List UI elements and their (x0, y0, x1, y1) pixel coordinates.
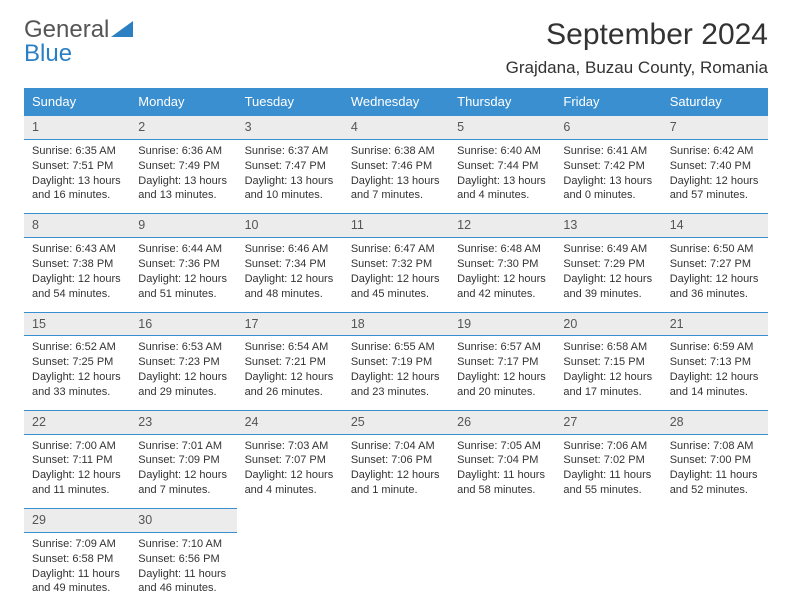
day-detail-cell: Sunrise: 6:48 AMSunset: 7:30 PMDaylight:… (449, 238, 555, 312)
title-block: September 2024 Grajdana, Buzau County, R… (506, 18, 768, 78)
day-number-cell: 26 (449, 410, 555, 434)
logo-triangle-icon (111, 21, 133, 37)
day-detail-cell: Sunrise: 6:49 AMSunset: 7:29 PMDaylight:… (555, 238, 661, 312)
day-number-cell: 4 (343, 116, 449, 140)
detail-row: Sunrise: 7:09 AMSunset: 6:58 PMDaylight:… (24, 532, 768, 606)
logo-part2: Blue (24, 40, 72, 67)
day-detail-cell: Sunrise: 7:04 AMSunset: 7:06 PMDaylight:… (343, 434, 449, 508)
day-header: Friday (555, 88, 661, 116)
day-number-cell: 25 (343, 410, 449, 434)
day-detail-cell: Sunrise: 6:40 AMSunset: 7:44 PMDaylight:… (449, 139, 555, 213)
day-header: Monday (130, 88, 236, 116)
detail-row: Sunrise: 6:35 AMSunset: 7:51 PMDaylight:… (24, 139, 768, 213)
day-detail-cell: Sunrise: 6:46 AMSunset: 7:34 PMDaylight:… (237, 238, 343, 312)
daynum-row: 1234567 (24, 116, 768, 140)
daynum-row: 15161718192021 (24, 312, 768, 336)
day-detail-cell: Sunrise: 6:59 AMSunset: 7:13 PMDaylight:… (662, 336, 768, 410)
day-detail-cell (237, 532, 343, 606)
day-detail-cell: Sunrise: 6:37 AMSunset: 7:47 PMDaylight:… (237, 139, 343, 213)
day-number-cell: 10 (237, 214, 343, 238)
day-detail-cell: Sunrise: 6:52 AMSunset: 7:25 PMDaylight:… (24, 336, 130, 410)
day-detail-cell (343, 532, 449, 606)
day-header: Thursday (449, 88, 555, 116)
day-number-cell: 12 (449, 214, 555, 238)
day-detail-cell: Sunrise: 7:08 AMSunset: 7:00 PMDaylight:… (662, 434, 768, 508)
logo-text: General Blue (24, 18, 133, 66)
day-number-cell: 13 (555, 214, 661, 238)
detail-row: Sunrise: 6:52 AMSunset: 7:25 PMDaylight:… (24, 336, 768, 410)
day-number-cell: 24 (237, 410, 343, 434)
day-detail-cell: Sunrise: 6:47 AMSunset: 7:32 PMDaylight:… (343, 238, 449, 312)
day-detail-cell: Sunrise: 6:44 AMSunset: 7:36 PMDaylight:… (130, 238, 236, 312)
detail-row: Sunrise: 6:43 AMSunset: 7:38 PMDaylight:… (24, 238, 768, 312)
day-detail-cell: Sunrise: 6:54 AMSunset: 7:21 PMDaylight:… (237, 336, 343, 410)
day-number-cell: 28 (662, 410, 768, 434)
day-detail-cell: Sunrise: 7:09 AMSunset: 6:58 PMDaylight:… (24, 532, 130, 606)
day-number-cell: 18 (343, 312, 449, 336)
day-detail-cell: Sunrise: 7:01 AMSunset: 7:09 PMDaylight:… (130, 434, 236, 508)
day-number-cell: 6 (555, 116, 661, 140)
day-detail-cell: Sunrise: 6:53 AMSunset: 7:23 PMDaylight:… (130, 336, 236, 410)
calendar-table: SundayMondayTuesdayWednesdayThursdayFrid… (24, 88, 768, 606)
day-number-cell (237, 509, 343, 533)
day-number-cell: 30 (130, 509, 236, 533)
day-number-cell: 27 (555, 410, 661, 434)
day-detail-cell: Sunrise: 7:05 AMSunset: 7:04 PMDaylight:… (449, 434, 555, 508)
day-number-cell: 9 (130, 214, 236, 238)
day-number-cell (449, 509, 555, 533)
day-number-cell: 15 (24, 312, 130, 336)
logo: General Blue (24, 18, 133, 66)
day-number-cell: 14 (662, 214, 768, 238)
day-number-cell (343, 509, 449, 533)
day-detail-cell: Sunrise: 7:03 AMSunset: 7:07 PMDaylight:… (237, 434, 343, 508)
daynum-row: 2930 (24, 509, 768, 533)
detail-row: Sunrise: 7:00 AMSunset: 7:11 PMDaylight:… (24, 434, 768, 508)
location: Grajdana, Buzau County, Romania (506, 58, 768, 78)
day-number-cell: 16 (130, 312, 236, 336)
day-header: Saturday (662, 88, 768, 116)
day-detail-cell: Sunrise: 6:55 AMSunset: 7:19 PMDaylight:… (343, 336, 449, 410)
day-header: Sunday (24, 88, 130, 116)
day-detail-cell (449, 532, 555, 606)
day-detail-cell (555, 532, 661, 606)
daynum-row: 891011121314 (24, 214, 768, 238)
day-number-cell: 19 (449, 312, 555, 336)
day-detail-cell: Sunrise: 7:00 AMSunset: 7:11 PMDaylight:… (24, 434, 130, 508)
day-detail-cell: Sunrise: 6:50 AMSunset: 7:27 PMDaylight:… (662, 238, 768, 312)
day-detail-cell: Sunrise: 6:41 AMSunset: 7:42 PMDaylight:… (555, 139, 661, 213)
day-number-cell: 17 (237, 312, 343, 336)
day-number-cell: 20 (555, 312, 661, 336)
header: General Blue September 2024 Grajdana, Bu… (24, 18, 768, 78)
day-number-cell: 2 (130, 116, 236, 140)
day-number-cell: 1 (24, 116, 130, 140)
day-detail-cell: Sunrise: 7:06 AMSunset: 7:02 PMDaylight:… (555, 434, 661, 508)
day-number-cell: 5 (449, 116, 555, 140)
day-detail-cell: Sunrise: 6:42 AMSunset: 7:40 PMDaylight:… (662, 139, 768, 213)
day-number-cell (555, 509, 661, 533)
day-number-cell: 21 (662, 312, 768, 336)
day-number-cell: 22 (24, 410, 130, 434)
day-number-cell (662, 509, 768, 533)
logo-part1: General (24, 16, 109, 43)
day-detail-cell: Sunrise: 7:10 AMSunset: 6:56 PMDaylight:… (130, 532, 236, 606)
day-detail-cell (662, 532, 768, 606)
day-detail-cell: Sunrise: 6:38 AMSunset: 7:46 PMDaylight:… (343, 139, 449, 213)
page-title: September 2024 (506, 18, 768, 52)
day-number-cell: 7 (662, 116, 768, 140)
day-number-cell: 23 (130, 410, 236, 434)
day-number-cell: 11 (343, 214, 449, 238)
day-header: Wednesday (343, 88, 449, 116)
day-header-row: SundayMondayTuesdayWednesdayThursdayFrid… (24, 88, 768, 116)
day-number-cell: 3 (237, 116, 343, 140)
day-detail-cell: Sunrise: 6:43 AMSunset: 7:38 PMDaylight:… (24, 238, 130, 312)
day-detail-cell: Sunrise: 6:57 AMSunset: 7:17 PMDaylight:… (449, 336, 555, 410)
day-detail-cell: Sunrise: 6:36 AMSunset: 7:49 PMDaylight:… (130, 139, 236, 213)
daynum-row: 22232425262728 (24, 410, 768, 434)
day-header: Tuesday (237, 88, 343, 116)
day-number-cell: 8 (24, 214, 130, 238)
day-detail-cell: Sunrise: 6:58 AMSunset: 7:15 PMDaylight:… (555, 336, 661, 410)
day-number-cell: 29 (24, 509, 130, 533)
day-detail-cell: Sunrise: 6:35 AMSunset: 7:51 PMDaylight:… (24, 139, 130, 213)
